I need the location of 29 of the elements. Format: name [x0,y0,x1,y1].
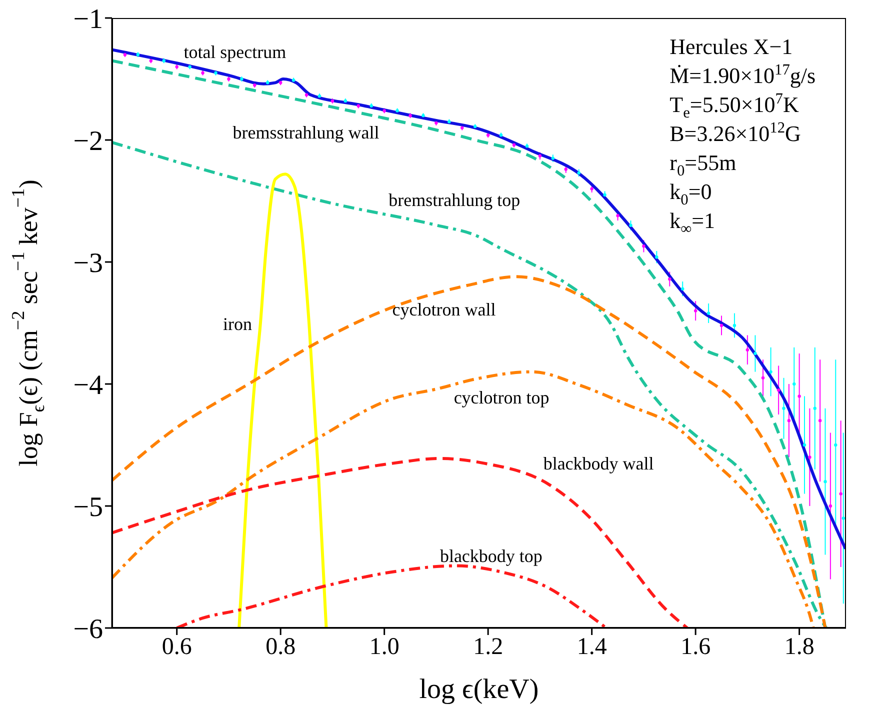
series-label: cyclotron top [454,387,550,408]
x-tick-label: 0.8 [266,634,296,660]
x-tick-label: 1.0 [369,634,400,660]
y-tick-label: −1 [73,4,103,35]
annotation: T$_{e}$=5.50×10$^{7}$K [670,90,800,122]
series-label: bremsstrahlung wall [232,122,380,143]
y-tick-label: −5 [73,492,103,523]
y-tick-label: −6 [73,614,103,645]
x-tick-label: 1.6 [680,634,711,660]
y-tick-label: −3 [73,248,103,279]
annotation: r$_{0}$=55m [670,149,738,180]
x-tick-label: 1.8 [784,634,814,660]
x-tick-label: 1.4 [576,634,607,660]
annotation: k$_{∞}$=1 [670,207,716,238]
x-tick-label: 0.6 [162,634,192,660]
series-label: total spectrum [184,42,286,62]
series-label: blackbody wall [543,453,654,474]
series-label: iron [223,314,252,334]
x-tick-label: 1.2 [473,634,504,660]
annotation: B=3.26×10$^{12}$G [670,119,802,148]
annotation: Ṁ=1.90×10$^{17}$g/s [670,61,816,90]
annotation: k$_{0}$=0 [670,178,713,208]
x-axis-title: log ϵ(keV) [419,674,539,705]
y-tick-label: −2 [73,126,103,157]
y-tick-label: −4 [73,370,103,401]
annotation: Hercules X−1 [670,33,794,61]
series-label: blackbody top [440,546,542,566]
series-label: cyclotron wall [392,300,496,320]
series-label: bremstrahlung top [388,190,520,210]
